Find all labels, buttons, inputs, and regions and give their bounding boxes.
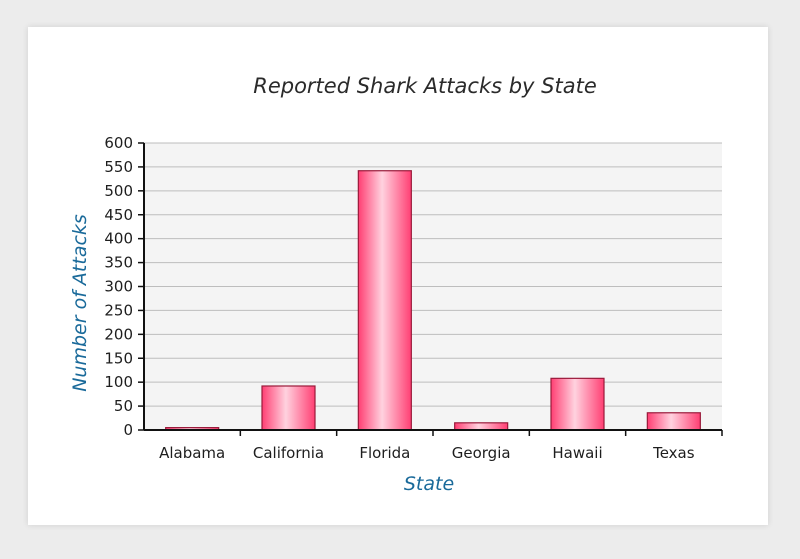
y-tick-label: 100 xyxy=(104,373,133,391)
bar-texas xyxy=(646,412,701,431)
axes xyxy=(138,142,723,436)
y-tick-label: 350 xyxy=(104,254,133,272)
x-tick-label: Florida xyxy=(359,444,410,462)
x-tick-label: Hawaii xyxy=(552,444,602,462)
y-axis-title: Number of Attacks xyxy=(69,214,91,392)
x-tick-label: Georgia xyxy=(452,444,511,462)
bar-hawaii xyxy=(550,377,605,431)
y-tick-label: 150 xyxy=(104,349,133,367)
x-tick-labels: Alabama California Florida Georgia Hawaii Tex… xyxy=(159,444,695,462)
x-tick-label: Texas xyxy=(652,444,695,462)
bar-georgia xyxy=(454,422,509,431)
y-tick-label: 550 xyxy=(104,158,133,176)
x-tick-label: Alabama xyxy=(159,444,225,462)
y-tick-label: 300 xyxy=(104,278,133,296)
y-tick-label: 0 xyxy=(123,421,133,439)
chart-title: Reported Shark Attacks by State xyxy=(253,74,597,98)
y-tick-label: 400 xyxy=(104,230,133,248)
y-tick-label: 250 xyxy=(104,301,133,319)
x-tick-label: California xyxy=(253,444,324,462)
y-tick-label: 50 xyxy=(114,397,133,415)
bar-california xyxy=(261,385,316,431)
y-tick-label: 450 xyxy=(104,206,133,224)
y-tick-label: 500 xyxy=(104,182,133,200)
y-tick-label: 600 xyxy=(104,134,133,152)
y-tick-label: 200 xyxy=(104,325,133,343)
y-tick-labels: 0 50 100 150 200 250 300 350 400 450 500 550 600 xyxy=(104,134,133,439)
bar-florida xyxy=(357,170,412,431)
grid-lines xyxy=(144,142,722,407)
x-axis-title: State xyxy=(404,473,454,495)
bars xyxy=(165,170,701,431)
